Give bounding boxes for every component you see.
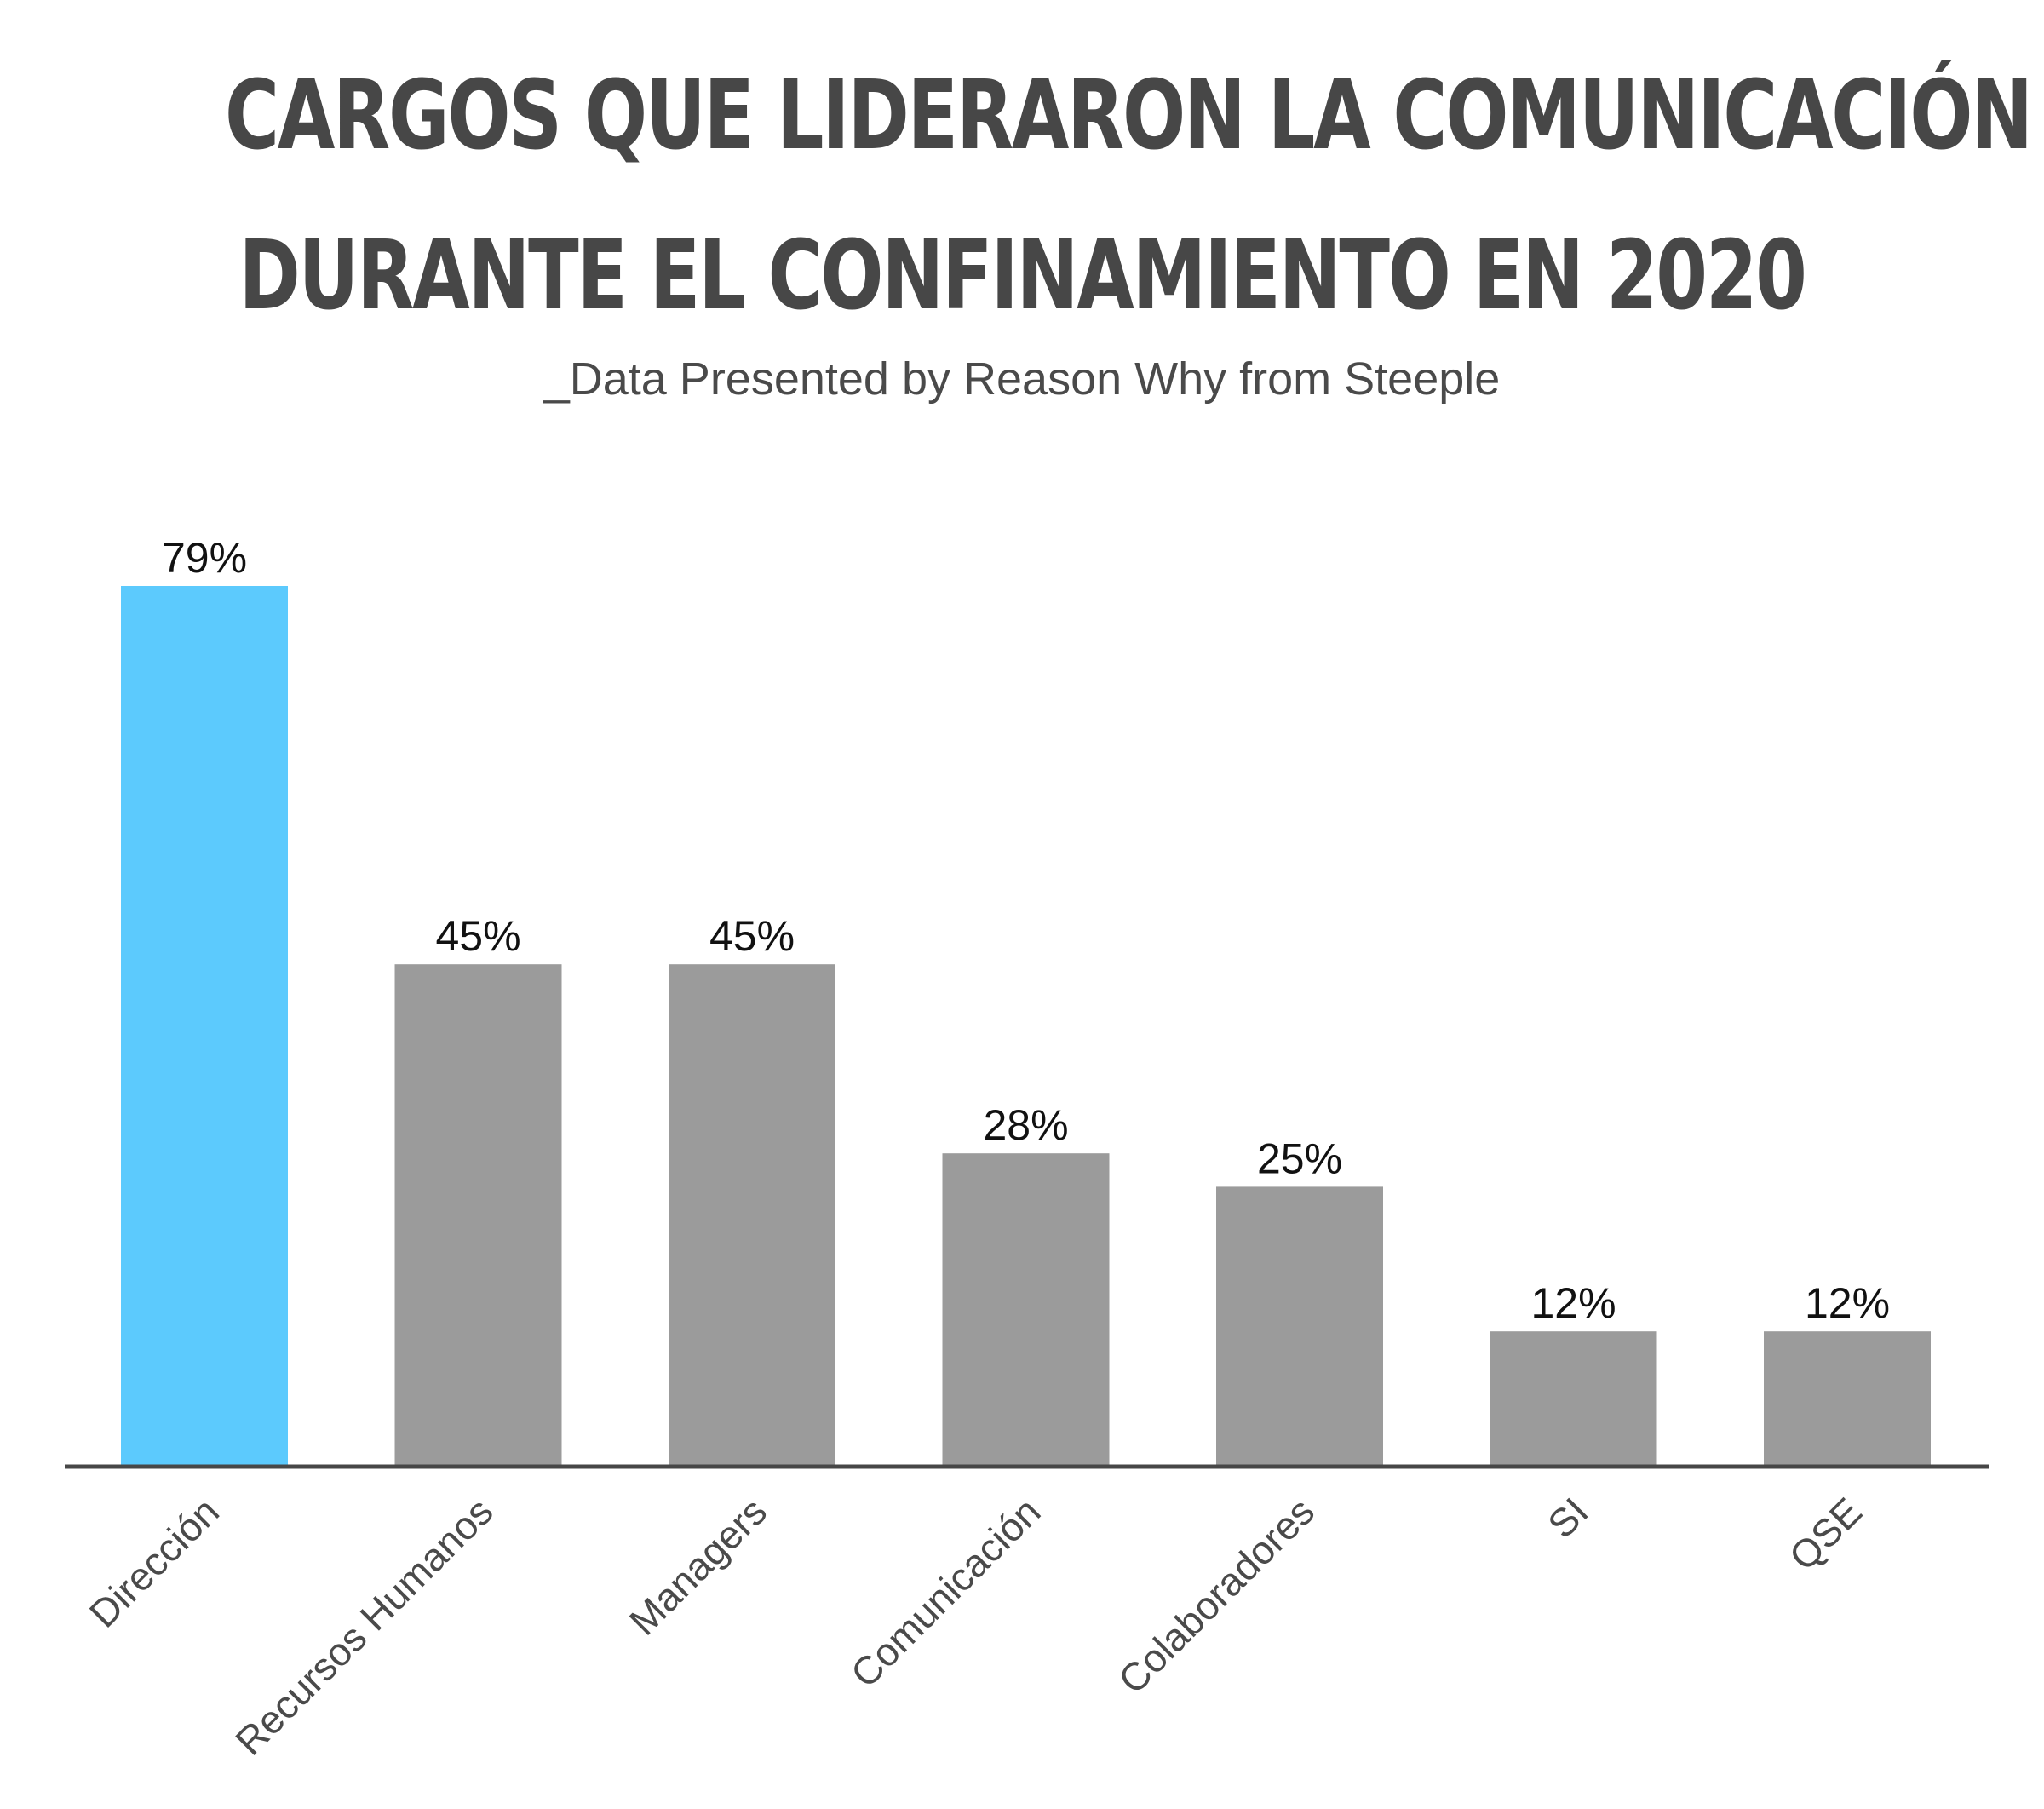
bar-3	[942, 1153, 1110, 1465]
bar-value-label-4: 25%	[1257, 1134, 1342, 1182]
bar-value-label-6: 12%	[1805, 1279, 1890, 1327]
x-tick-label-5: SI	[1539, 1489, 1597, 1547]
bar-2	[669, 964, 835, 1465]
x-tick-label-1: Recursos Humanos	[227, 1489, 501, 1763]
bar-value-label-2: 45%	[709, 912, 795, 960]
x-tick-label-4: Colaboradores	[1110, 1489, 1323, 1702]
x-tick-label-6: QSE	[1781, 1489, 1870, 1578]
bars-group	[121, 586, 1931, 1465]
x-tick-label-0: Dirección	[81, 1489, 227, 1635]
chart-title-line-2: DURANTE EL CONFINAMIENTO EN 2020	[238, 221, 1807, 331]
bar-5	[1490, 1331, 1657, 1465]
bar-1	[394, 964, 562, 1465]
x-tick-label-3: Comunicación	[842, 1489, 1049, 1696]
bar-6	[1764, 1331, 1931, 1465]
bar-value-label-1: 45%	[435, 912, 520, 960]
x-tick-label-2: Managers	[621, 1489, 775, 1643]
bar-value-label-3: 28%	[983, 1101, 1068, 1149]
value-labels-group: 79% 45% 45% 28% 25% 12% 12%	[162, 534, 1890, 1327]
x-tick-labels-group: Dirección Recursos Humanos Managers Comunic…	[81, 1489, 1870, 1763]
chart-subtitle: _Data Presented by Reason Why from Steep…	[543, 353, 1501, 405]
chart-title-line-1: CARGOS QUE LIDERARON LA COMUNICACIÓN	[225, 60, 2033, 171]
bar-value-label-5: 12%	[1530, 1279, 1616, 1327]
bar-4	[1216, 1186, 1383, 1465]
bar-0	[121, 586, 288, 1465]
bar-value-label-0: 79%	[162, 534, 247, 582]
